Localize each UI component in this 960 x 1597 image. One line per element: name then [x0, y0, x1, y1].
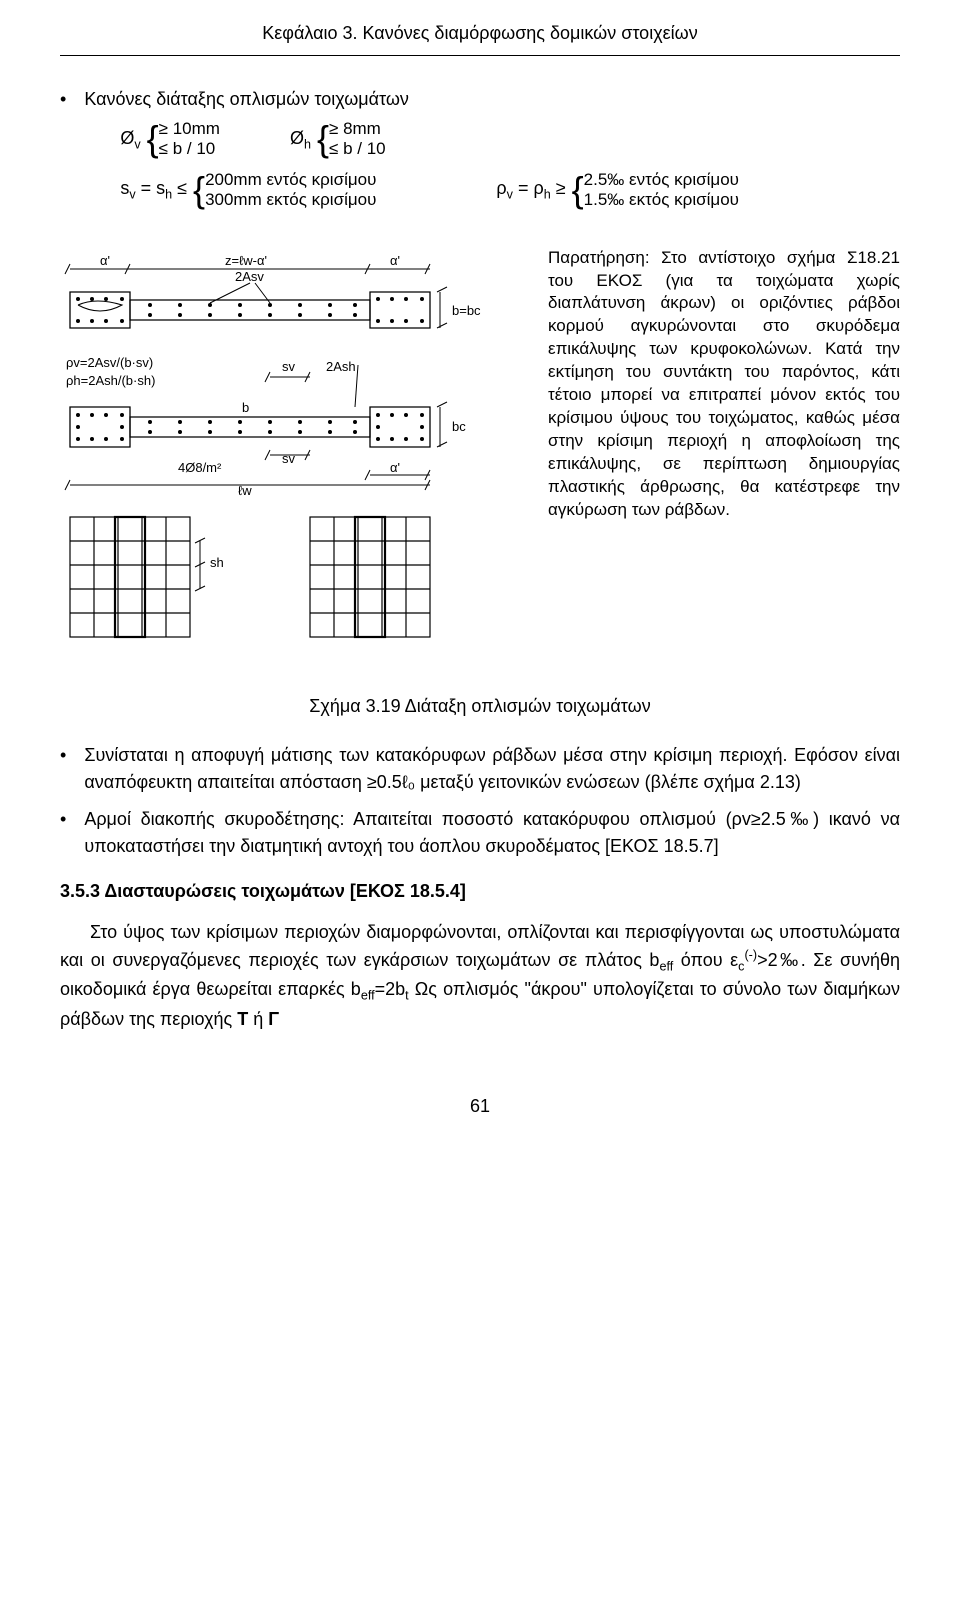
lbl-asv: 2Asv	[235, 269, 264, 284]
formula-phi-h: Øh { ≥ 8mm ≤ b / 10	[290, 119, 386, 160]
bullet-2: Συνίσταται η αποφυγή μάτισης των κατακόρ…	[84, 742, 900, 796]
formula-phi-v: Øv { ≥ 10mm ≤ b / 10	[120, 119, 220, 160]
bullet-lead: Κανόνες διάταξης οπλισμών τοιχωμάτων	[84, 86, 900, 113]
lbl-a1: α'	[100, 253, 110, 268]
section-heading: 3.5.3 Διασταυρώσεις τοιχωμάτων [ΕΚΟΣ 18.…	[60, 878, 900, 905]
lbl-sv2: sv	[282, 451, 296, 466]
lbl-z: z=ℓw-α'	[225, 253, 267, 268]
reinforcement-diagram: α' z=ℓw-α' 2Asv α'	[60, 247, 530, 675]
formula-s: sv = sh ≤ { 200mm εντός κρισίμου 300mm ε…	[120, 170, 376, 211]
lbl-rhoh: ρh=2Ash/(b·sh)	[66, 373, 155, 388]
section-body: Στο ύψος των κρίσιμων περιοχών διαμορφών…	[60, 919, 900, 1033]
lbl-sv1: sv	[282, 359, 296, 374]
diagram-note: Παρατήρηση: Στο αντίστοιχο σχήμα Σ18.21 …	[548, 247, 900, 522]
page-header: Κεφάλαιο 3. Κανόνες διαμόρφωσης δομικών …	[60, 20, 900, 47]
formula-rho: ρv = ρh ≥ { 2.5‰ εντός κρισίμου 1.5‰ εκτ…	[496, 170, 739, 211]
lbl-b: b	[242, 400, 249, 415]
figure-caption: Σχήμα 3.19 Διάταξη οπλισμών τοιχωμάτων	[60, 693, 900, 720]
lbl-4phi: 4Ø8/m²	[178, 460, 222, 475]
lbl-bb: b=bc	[452, 303, 481, 318]
bullet-mark: •	[60, 806, 66, 833]
lbl-sh: sh	[210, 555, 224, 570]
lbl-a3: α'	[390, 460, 400, 475]
lbl-a2: α'	[390, 253, 400, 268]
lbl-bc: bc	[452, 419, 466, 434]
page-number: 61	[60, 1093, 900, 1120]
lbl-rhov: ρv=2Asv/(b·sv)	[66, 355, 153, 370]
bullet-3: Αρμοί διακοπής σκυροδέτησης: Απαιτείται …	[84, 806, 900, 860]
lbl-ash: 2Ash	[326, 359, 356, 374]
bullet-mark: •	[60, 742, 66, 769]
header-rule	[60, 55, 900, 56]
bullet-mark: •	[60, 86, 66, 113]
